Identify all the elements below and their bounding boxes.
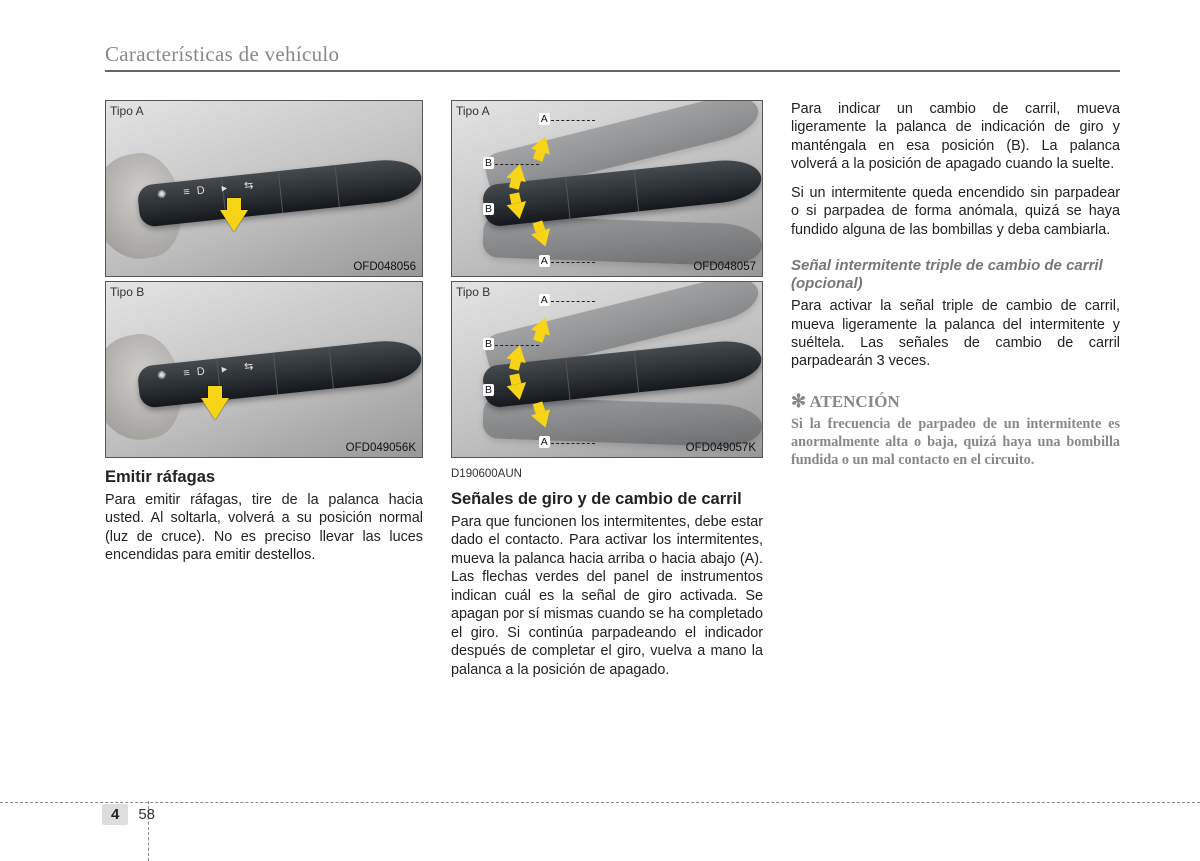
- arrow-down-icon: [220, 210, 248, 232]
- figure-1a: Tipo A ✺ ≡D ▸ ⇆ OFD048056: [105, 100, 423, 277]
- marker-a: A: [539, 255, 550, 267]
- subheading-triple: Señal intermitente triple de cambio de c…: [791, 257, 1120, 293]
- arrow-down-icon: [506, 382, 529, 402]
- marker-b: B: [483, 338, 494, 350]
- section-title: Características de vehículo: [105, 42, 1120, 67]
- chapter-number: 4: [102, 804, 128, 825]
- figure-code: OFD049057K: [686, 442, 756, 454]
- figure-1b: Tipo B ✺ ≡D ▸ ⇆ OFD049056K: [105, 281, 423, 458]
- figure-label: Tipo A: [110, 104, 144, 118]
- heading-rafagas: Emitir ráfagas: [105, 468, 423, 487]
- manual-page: Características de vehículo ⌐ Tipo A ✺ ≡…: [0, 0, 1200, 689]
- paragraph: Si un intermitente queda encendido sin p…: [791, 184, 1120, 239]
- arrow-down-icon: [201, 398, 229, 420]
- figure-2b: Tipo B A B A B OFD049057K: [451, 281, 763, 458]
- column-1: ⌐ Tipo A ✺ ≡D ▸ ⇆ OFD048056 Tipo B: [105, 100, 423, 689]
- figure-code: OFD049056K: [346, 442, 416, 454]
- paragraph: Para activar la señal triple de cambio d…: [791, 297, 1120, 371]
- figure-code: OFD048057: [693, 261, 756, 273]
- arrow-down-icon: [506, 201, 529, 221]
- paragraph: Para emitir ráfagas, tire de la palanca …: [105, 491, 423, 565]
- dash-line: [551, 443, 594, 444]
- figure-label: Tipo B: [456, 285, 490, 299]
- attention-body: Si la frecuencia de parpadeo de un inter…: [791, 415, 1120, 470]
- arrow-up-icon: [531, 133, 555, 154]
- paragraph: Para indicar un cambio de carril, mueva …: [791, 100, 1120, 174]
- attention-label: ATENCIÓN: [809, 392, 899, 411]
- lever-illustration: [136, 156, 423, 227]
- figure-code: OFD048056: [353, 261, 416, 273]
- marker-a: A: [539, 113, 550, 125]
- content-columns: ⌐ Tipo A ✺ ≡D ▸ ⇆ OFD048056 Tipo B: [105, 100, 1120, 689]
- lever-illustration: [136, 337, 423, 408]
- attention-heading: ✻ ATENCIÓN: [791, 391, 1120, 412]
- dash-line: [551, 301, 594, 302]
- ref-code: D190600AUN: [451, 468, 763, 480]
- arrow-up-icon: [531, 314, 555, 335]
- heading-senales: Señales de giro y de cambio de carril: [451, 490, 763, 509]
- marker-b: B: [483, 203, 494, 215]
- footer-dashed-line: [0, 802, 1200, 803]
- marker-b: B: [483, 157, 494, 169]
- dash-line: [551, 120, 594, 121]
- star-icon: ✻: [791, 391, 806, 411]
- page-number: 58: [138, 806, 155, 823]
- figure-2a: Tipo A A B A B OFD048057: [451, 100, 763, 277]
- figure-label: Tipo B: [110, 285, 144, 299]
- figure-label: Tipo A: [456, 104, 490, 118]
- column-2: Tipo A A B A B OFD048057: [451, 100, 763, 689]
- marker-b: B: [483, 384, 494, 396]
- marker-a: A: [539, 294, 550, 306]
- marker-a: A: [539, 436, 550, 448]
- page-number-tab: 4 58: [102, 804, 155, 825]
- column-3: Para indicar un cambio de carril, mueva …: [791, 100, 1120, 689]
- dash-line: [551, 262, 594, 263]
- paragraph: Para que funcionen los intermitentes, de…: [451, 513, 763, 679]
- section-rule: [105, 70, 1120, 72]
